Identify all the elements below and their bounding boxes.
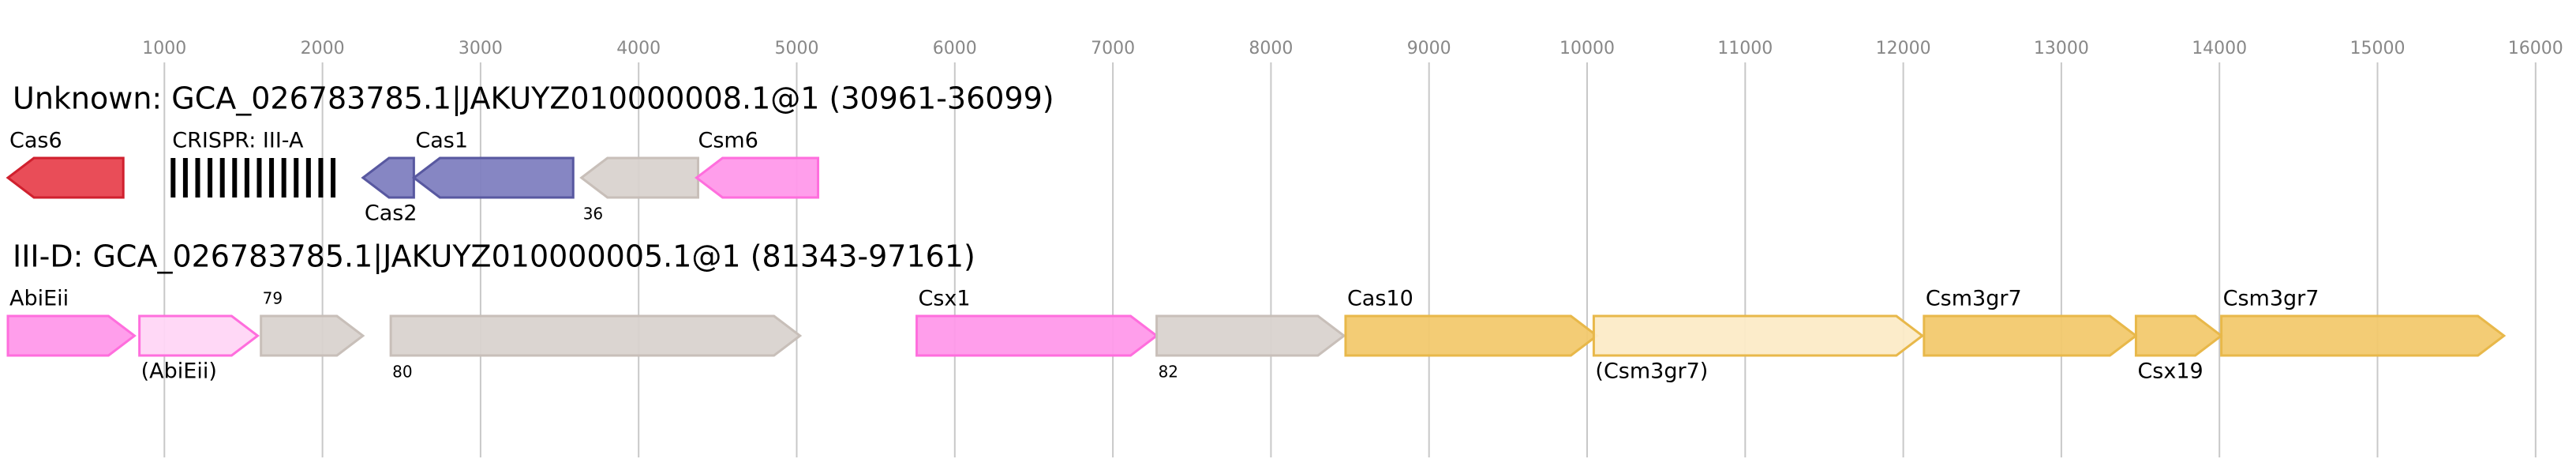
gene-label: Csm6	[698, 129, 758, 153]
crispr-repeat	[281, 158, 286, 198]
gene-label: 80	[392, 363, 412, 382]
crispr-repeat	[256, 158, 262, 198]
crispr-repeat	[294, 158, 299, 198]
tick-label: 6000	[933, 39, 977, 58]
tick-label: 2000	[301, 39, 345, 58]
gene-arrow	[389, 314, 803, 357]
crispr-repeat	[195, 158, 200, 198]
gene-arrow	[361, 156, 415, 199]
gene-arrow	[1923, 314, 2138, 357]
gene-arrow	[1592, 314, 1925, 357]
tick-label: 13000	[2034, 39, 2089, 58]
crispr-repeat	[208, 158, 213, 198]
crispr-repeat	[182, 158, 188, 198]
tick-label: 8000	[1249, 39, 1293, 58]
gene-label: Csm3gr7	[1926, 287, 2022, 311]
crispr-repeat	[269, 158, 275, 198]
gene-arrow	[6, 156, 125, 199]
gene-arrow	[260, 314, 365, 357]
tick-label: 3000	[459, 39, 503, 58]
tick-label: 11000	[1717, 39, 1773, 58]
gene-arrow	[6, 314, 137, 357]
tick-label: 5000	[775, 39, 819, 58]
tick-label: 14000	[2192, 39, 2247, 58]
tick-label: 1000	[142, 39, 186, 58]
tick-label: 16000	[2508, 39, 2563, 58]
gene-label: Csm3gr7	[2223, 287, 2320, 311]
gene-label: 79	[263, 289, 283, 308]
gene-label: 36	[583, 205, 603, 224]
gene-arrow	[2134, 314, 2224, 357]
gene-label: AbiEii	[9, 287, 69, 311]
gene-label: 82	[1159, 363, 1178, 382]
crispr-repeat	[305, 158, 311, 198]
tick-label: 15000	[2350, 39, 2406, 58]
tick-label: 10000	[1559, 39, 1615, 58]
crispr-repeat	[232, 158, 238, 198]
gene-label: Cas6	[9, 129, 62, 153]
gene-arrow	[1344, 314, 1599, 357]
gene-label: (AbiEii)	[141, 359, 217, 384]
gene-label: Cas10	[1347, 287, 1413, 311]
gene-label: CRISPR: III-A	[172, 129, 304, 153]
gene-arrow	[579, 156, 700, 199]
gene-arrow	[138, 314, 260, 357]
crispr-repeat	[219, 158, 225, 198]
gene-label: Csx1	[919, 287, 971, 311]
gene-arrow	[1155, 314, 1346, 357]
gene-arrow	[915, 314, 1159, 357]
tick-label: 12000	[1876, 39, 1931, 58]
gene-label: Cas2	[365, 201, 417, 226]
tick-label: 9000	[1407, 39, 1451, 58]
crispr-repeat	[331, 158, 336, 198]
gene-arrow	[695, 156, 820, 199]
tick-label: 4000	[616, 39, 661, 58]
tick-label: 7000	[1091, 39, 1135, 58]
track-title: Unknown: GCA_026783785.1|JAKUYZ010000008…	[13, 81, 1054, 117]
track-title: III-D: GCA_026783785.1|JAKUYZ010000005.1…	[13, 239, 975, 275]
gene-label: Csx19	[2137, 359, 2203, 384]
gene-arrow	[2220, 314, 2507, 357]
gene-arrow	[411, 156, 575, 199]
crispr-array	[170, 158, 336, 198]
crispr-repeat	[244, 158, 249, 198]
crispr-repeat	[318, 158, 324, 198]
gene-label: Cas1	[415, 129, 468, 153]
crispr-repeat	[170, 158, 176, 198]
gene-label: (Csm3gr7)	[1595, 359, 1708, 384]
